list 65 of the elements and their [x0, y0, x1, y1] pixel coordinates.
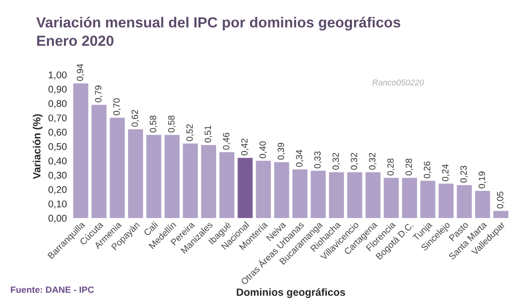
y-tick-label: 0,70 [48, 114, 67, 122]
data-label: 0,05 [496, 192, 504, 208]
bar [402, 178, 418, 218]
bar [219, 152, 234, 218]
bar [92, 104, 107, 218]
data-label: 0,39 [278, 142, 286, 160]
bar [456, 185, 472, 218]
bar [128, 129, 144, 218]
data-label: 0,52 [186, 124, 194, 142]
bar [146, 134, 162, 218]
data-label: 0,24 [442, 164, 450, 182]
bar [182, 144, 198, 218]
y-tick-label: 0,60 [48, 128, 67, 137]
y-axis-title: Variación (%) [32, 114, 43, 180]
data-label: 0,79 [95, 86, 103, 102]
data-label: 0,51 [204, 126, 212, 142]
data-label: 0,58 [168, 116, 176, 132]
chart-title: Variación mensual del IPC por dominios geográficos [36, 16, 400, 30]
annotation: Ranco050220 [372, 80, 424, 86]
data-label: 0,23 [460, 166, 468, 183]
data-label: 0,32 [332, 152, 340, 170]
bar [493, 210, 508, 218]
data-label: 0,19 [478, 172, 486, 188]
y-tick-label: 0,80 [48, 100, 67, 108]
bar [164, 134, 180, 218]
x-axis-title: Dominios geográficos [236, 288, 346, 298]
data-label: 0,28 [387, 158, 395, 176]
bar [274, 162, 290, 218]
data-label: 0,33 [314, 151, 322, 168]
bar [328, 172, 344, 218]
source-note: Fuente: DANE - IPC [10, 286, 94, 293]
bar [384, 178, 399, 218]
data-label: 0,34 [296, 150, 304, 167]
bar [73, 83, 88, 218]
data-label: 0,32 [350, 152, 358, 170]
y-tick-label: 0,30 [48, 172, 67, 180]
data-label: 0,70 [113, 98, 121, 116]
bar [347, 172, 362, 218]
y-tick-label: 0,40 [48, 157, 67, 166]
y-tick-label: 0,20 [48, 186, 67, 194]
y-tick-label: 0,10 [48, 200, 67, 209]
data-label: 0,94 [76, 64, 84, 81]
bar [310, 170, 326, 218]
y-tick-label: 0,50 [48, 143, 67, 152]
bar [110, 118, 125, 218]
bar [256, 160, 271, 218]
data-label: 0,62 [132, 110, 140, 127]
data-label: 0,26 [424, 161, 432, 178]
bar [292, 169, 308, 218]
y-tick-label: 1,00 [48, 71, 67, 80]
data-label: 0,40 [259, 141, 267, 158]
bar [475, 190, 490, 218]
chart-subtitle: Enero 2020 [37, 36, 114, 46]
bar [438, 184, 454, 218]
data-label: 0,58 [150, 116, 158, 132]
bar [201, 144, 216, 218]
data-label: 0,28 [406, 158, 414, 176]
bar [238, 158, 253, 218]
data-label: 0,32 [369, 152, 376, 170]
bar [366, 172, 380, 218]
y-tick-label: 0,90 [48, 86, 67, 94]
bar [420, 180, 436, 218]
data-label: 0,46 [222, 132, 230, 150]
data-label: 0,42 [241, 138, 249, 156]
y-tick-label: 0,00 [48, 214, 67, 223]
